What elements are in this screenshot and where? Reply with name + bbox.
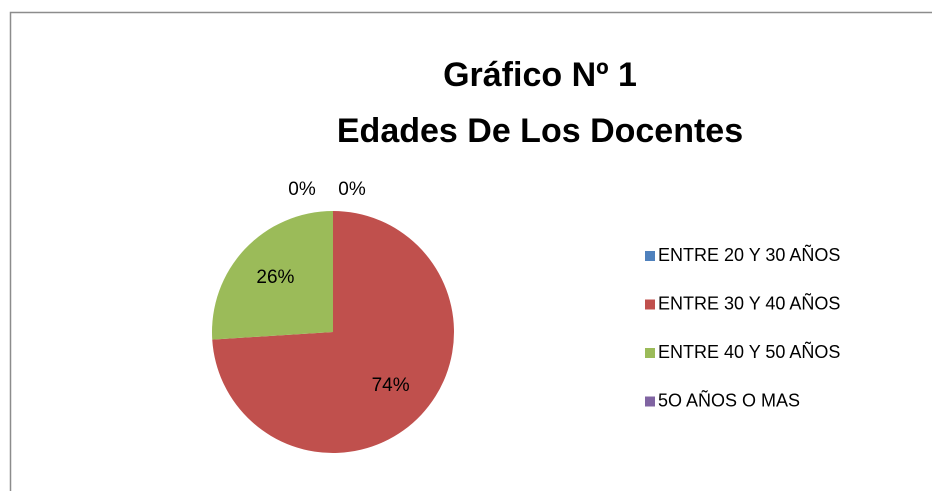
chart-title: Gráfico Nº 1 [443,56,637,94]
pie-slice [212,211,333,340]
legend-marker [645,396,655,407]
data-label: 74% [372,375,410,396]
pie-slice [212,211,454,453]
legend-marker [645,299,655,310]
legend-label: ENTRE 20 Y 30 AÑOS [658,244,840,265]
data-label: 0% [338,179,366,200]
chart-title: Edades De Los Docentes [337,112,743,150]
legend-label: ENTRE 40 Y 50 AÑOS [658,341,840,362]
legend-marker [645,348,655,358]
legend-marker [645,251,655,261]
chart-frame [9,11,932,491]
data-label: 0% [288,179,316,200]
legend-label: ENTRE 30 Y 40 AÑOS [658,292,840,313]
legend-label: 5O AÑOS O MAS [658,389,800,410]
data-label: 26% [256,267,294,288]
